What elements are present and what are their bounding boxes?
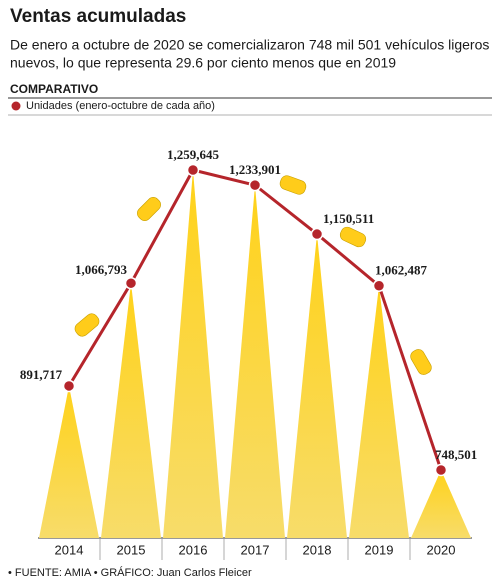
car-icons xyxy=(74,175,432,375)
x-tick-label: 2017 xyxy=(241,542,270,557)
chart-title: Ventas acumuladas xyxy=(10,6,186,27)
data-point xyxy=(310,227,324,241)
spike xyxy=(225,185,285,539)
x-tick-label: 2020 xyxy=(427,542,456,557)
data-point xyxy=(124,276,138,290)
spike xyxy=(101,283,161,538)
data-label: 891,717 xyxy=(20,367,63,382)
spike xyxy=(411,470,471,538)
data-point xyxy=(372,279,386,292)
x-tick-label: 2019 xyxy=(365,542,394,557)
spike xyxy=(39,385,99,538)
data-label: 1,066,793 xyxy=(75,262,128,277)
data-label: 1,062,487 xyxy=(375,263,428,278)
data-label: 748,501 xyxy=(435,447,477,462)
subtitle: De enero a octubre de 2020 se comerciali… xyxy=(10,37,489,53)
data-label: 1,233,901 xyxy=(229,162,281,177)
data-label: 1,150,511 xyxy=(323,211,374,226)
source: • FUENTE: AMIA • GRÁFICO: Juan Carlos Fl… xyxy=(8,566,252,579)
x-tick-label: 2016 xyxy=(179,542,208,557)
legend-marker xyxy=(11,101,21,111)
x-tick-label: 2018 xyxy=(303,542,332,557)
data-point xyxy=(186,163,200,177)
data-label: 1,259,645 xyxy=(167,147,220,162)
subtitle: nuevos, lo que representa 29.6 por cient… xyxy=(10,55,396,71)
section-label: COMPARATIVO xyxy=(10,82,98,96)
data-point xyxy=(248,178,262,192)
data-point xyxy=(62,379,76,393)
spike xyxy=(349,285,409,538)
legend-label: Unidades (enero-octubre de cada año) xyxy=(26,100,215,112)
x-tick-label: 2015 xyxy=(117,542,146,557)
x-tick-label: 2014 xyxy=(55,542,84,557)
spike xyxy=(287,234,347,538)
spike xyxy=(163,170,223,538)
data-point xyxy=(434,463,448,477)
